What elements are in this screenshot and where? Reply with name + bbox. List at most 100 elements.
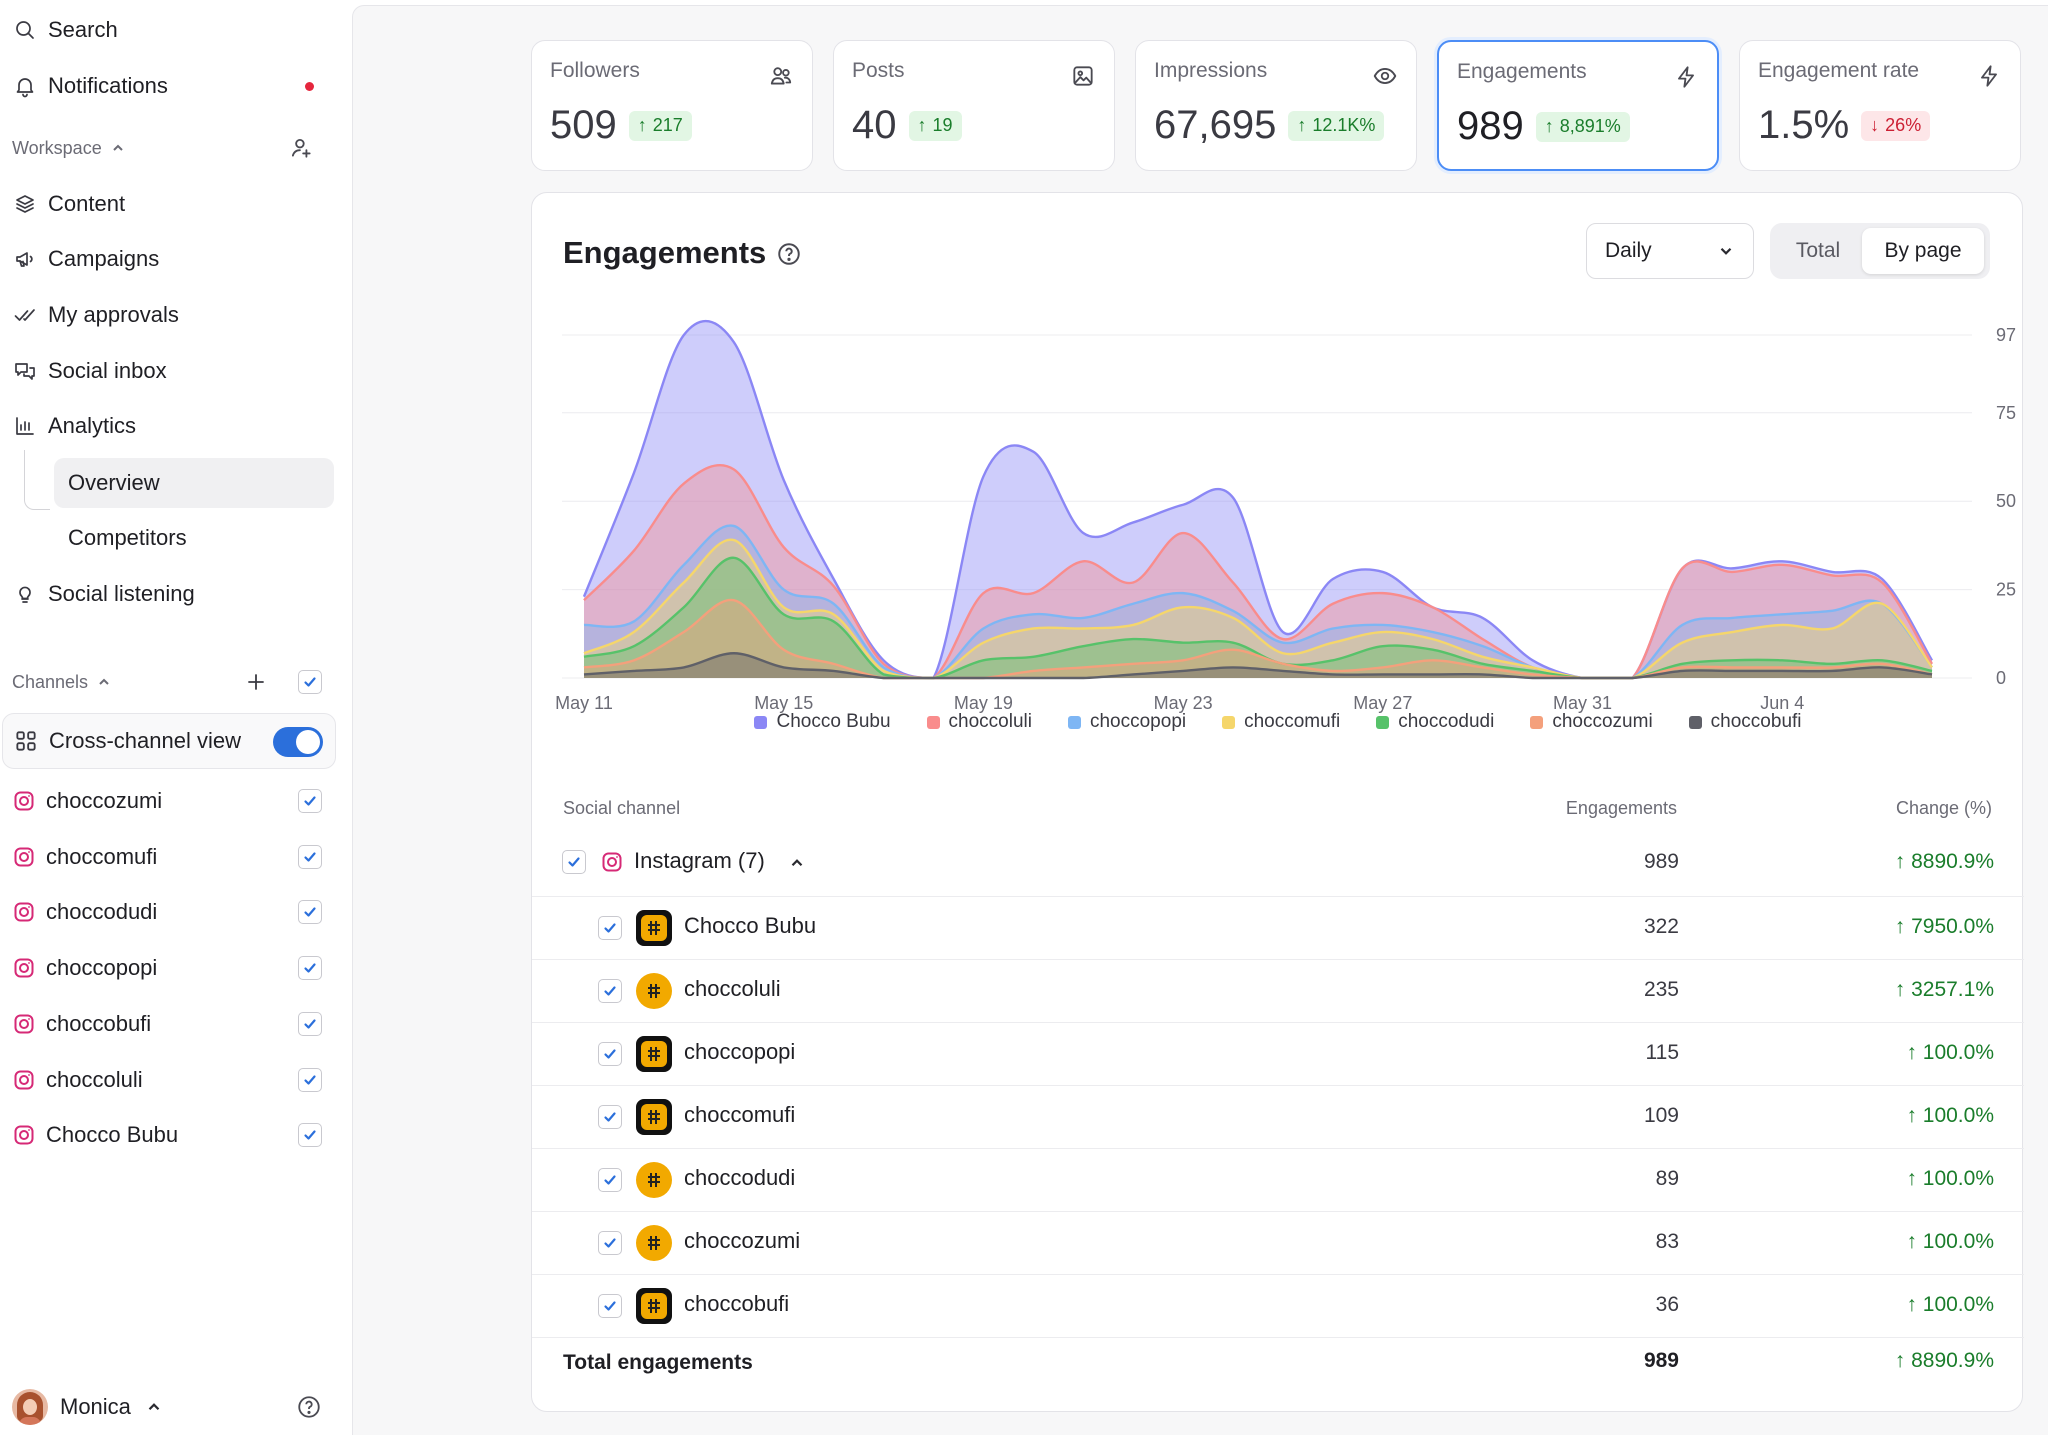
channel-item[interactable]: choccobufi: [12, 999, 334, 1049]
sidebar-subitem-label: Overview: [68, 470, 160, 495]
channel-name: Chocco Bubu: [46, 1122, 179, 1148]
instagram-icon: [12, 789, 36, 813]
row-checkbox[interactable]: [598, 1042, 622, 1066]
instagram-icon: [12, 1068, 36, 1092]
sidebar-item-label: Content: [48, 191, 126, 216]
legend-item[interactable]: choccodudi: [1376, 711, 1494, 733]
channel-checkbox[interactable]: [298, 1011, 322, 1036]
row-checkbox[interactable]: [598, 916, 622, 940]
row-engagements: 89: [1655, 1167, 1679, 1190]
row-checkbox[interactable]: [598, 1294, 622, 1318]
row-checkbox[interactable]: [598, 1231, 622, 1255]
area-choccopopi[interactable]: [584, 525, 1932, 678]
row-checkbox[interactable]: [598, 979, 622, 1003]
row-change: ↑ 100.0%: [1906, 1230, 1994, 1253]
kpi-title: Posts: [852, 59, 905, 82]
channel-item[interactable]: choccopopi: [12, 943, 334, 993]
channel-checkbox[interactable]: [298, 1067, 322, 1092]
user-menu[interactable]: Monica: [12, 1387, 334, 1427]
instagram-icon: [12, 956, 36, 980]
kpi-value: 989: [1457, 104, 1524, 148]
search-nav[interactable]: Search: [12, 6, 334, 54]
line-choccodudi: [583, 556, 1933, 680]
area-choccomufi[interactable]: [584, 539, 1932, 678]
group-checkbox[interactable]: [562, 850, 586, 874]
cross-channel-view-row[interactable]: Cross-channel view: [2, 713, 336, 769]
row-change: ↑ 100.0%: [1906, 1167, 1994, 1190]
y-tick-label: 25: [1996, 580, 2016, 600]
segment-total[interactable]: Total: [1795, 239, 1841, 262]
segment-by-page[interactable]: By page: [1862, 228, 1984, 274]
channel-item[interactable]: Chocco Bubu: [12, 1110, 334, 1160]
row-checkbox[interactable]: [598, 1168, 622, 1192]
channel-checkbox[interactable]: [298, 1123, 322, 1148]
page-logo: [636, 1225, 672, 1261]
kpi-card-followers[interactable]: Followers 509 ↑ 217: [531, 40, 813, 171]
workspace-section[interactable]: Workspace: [12, 130, 334, 166]
chart-legend: Chocco Bubu choccoluli choccopopi choccomuf…: [532, 711, 2024, 733]
table-row[interactable]: choccozumi 83 ↑ 100.0%: [532, 1212, 2024, 1275]
notifications-nav[interactable]: Notifications: [12, 62, 334, 110]
channel-checkbox[interactable]: [298, 844, 322, 869]
legend-item[interactable]: choccopopi: [1067, 711, 1186, 733]
table-row[interactable]: choccomufi 109 ↑ 100.0%: [532, 1086, 2024, 1149]
channel-item[interactable]: choccomufi: [12, 832, 334, 882]
channel-item[interactable]: choccozumi: [12, 776, 334, 826]
area-chocco-bubu[interactable]: [584, 321, 1932, 678]
bell-icon: [12, 73, 38, 99]
sidebar-item-social-listening[interactable]: Social listening: [12, 570, 334, 618]
channel-checkbox[interactable]: [298, 900, 322, 925]
interval-dropdown[interactable]: Daily: [1586, 223, 1754, 279]
channel-item[interactable]: choccoluli: [12, 1055, 334, 1105]
bar-chart-icon: [12, 413, 38, 439]
sidebar-item-analytics[interactable]: Analytics: [12, 402, 334, 450]
kpi-delta-badge: ↓ 26%: [1861, 110, 1931, 141]
sidebar-item-competitors[interactable]: Competitors: [54, 513, 334, 563]
channel-checkbox[interactable]: [298, 956, 322, 981]
arrow-up-icon: ↑: [1544, 116, 1554, 136]
image-icon: [1070, 63, 1096, 89]
sidebar-item-content[interactable]: Content: [12, 180, 334, 228]
channel-item[interactable]: choccodudi: [12, 887, 334, 937]
y-tick-label: 0: [1996, 668, 2006, 688]
kpi-card-engagements[interactable]: Engagements 989 ↑ 8,891%: [1437, 40, 1719, 171]
add-channel-icon[interactable]: [244, 670, 268, 694]
sidebar-item-overview[interactable]: Overview: [54, 458, 334, 508]
area-choccobufi[interactable]: [584, 653, 1932, 678]
add-user-icon[interactable]: [288, 135, 314, 161]
kpi-card-posts[interactable]: Posts 40 ↑ 19: [833, 40, 1115, 171]
legend-item[interactable]: choccozumi: [1530, 711, 1653, 733]
select-all-channels-checkbox[interactable]: [298, 670, 322, 694]
legend-item[interactable]: Chocco Bubu: [754, 711, 891, 733]
help-icon[interactable]: [776, 241, 802, 267]
table-row[interactable]: choccopopi 115 ↑ 100.0%: [532, 1023, 2024, 1086]
sidebar-item-campaigns[interactable]: Campaigns: [12, 235, 334, 283]
channel-name: choccomufi: [46, 843, 158, 869]
table-group-row[interactable]: Instagram (7) 989 ↑ 8890.9%: [532, 829, 2024, 897]
sidebar-item-label: My approvals: [48, 302, 179, 327]
kpi-title: Followers: [550, 59, 640, 82]
arrow-down-icon: ↓: [1870, 115, 1880, 135]
channel-checkbox[interactable]: [298, 789, 322, 813]
table-row[interactable]: choccobufi 36 ↑ 100.0%: [532, 1275, 2024, 1338]
legend-item[interactable]: choccobufi: [1688, 711, 1802, 733]
legend-label: choccodudi: [1398, 711, 1495, 732]
sidebar: Search Notifications Workspace Content C…: [0, 0, 352, 1438]
table-row[interactable]: Chocco Bubu 322 ↑ 7950.0%: [532, 897, 2024, 960]
sidebar-item-approvals[interactable]: My approvals: [12, 291, 334, 339]
help-icon[interactable]: [296, 1394, 322, 1420]
row-checkbox[interactable]: [598, 1105, 622, 1129]
legend-item[interactable]: choccomufi: [1222, 711, 1340, 733]
sidebar-item-social-inbox[interactable]: Social inbox: [12, 347, 334, 395]
kpi-card-impressions[interactable]: Impressions 67,695 ↑ 12.1K%: [1135, 40, 1417, 171]
kpi-value: 67,695: [1154, 103, 1277, 147]
table-row[interactable]: choccoluli 235 ↑ 3257.1%: [532, 960, 2024, 1023]
kpi-card-engagement-rate[interactable]: Engagement rate 1.5% ↓ 26%: [1739, 40, 2021, 171]
table-row[interactable]: choccodudi 89 ↑ 100.0%: [532, 1149, 2024, 1212]
legend-item[interactable]: choccoluli: [926, 711, 1032, 733]
row-name: choccodudi: [684, 1165, 796, 1190]
notification-dot: [305, 82, 314, 91]
channels-section[interactable]: Channels: [12, 664, 334, 700]
header-social-channel: Social channel: [563, 798, 681, 818]
cross-channel-toggle[interactable]: [273, 727, 323, 757]
